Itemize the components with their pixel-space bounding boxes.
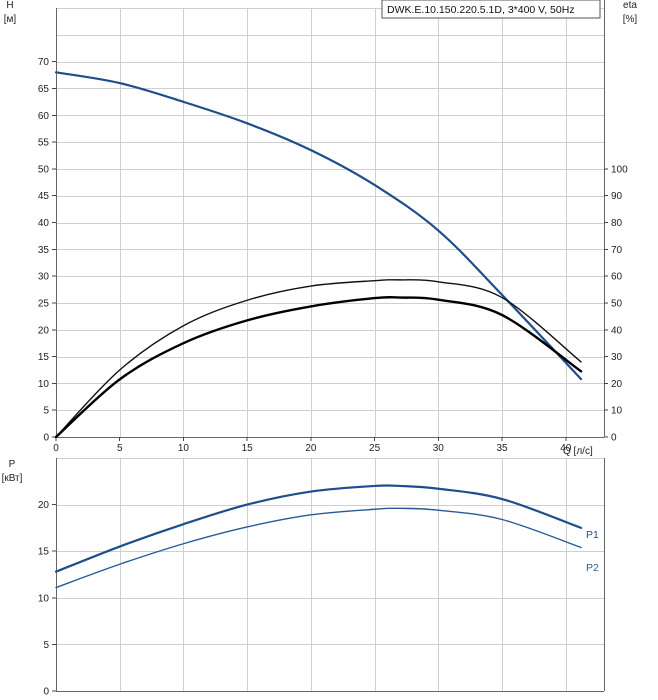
series-label-p1: P1 [586, 529, 599, 541]
y-axis-left-label-unit: [м] [4, 14, 17, 25]
y-left-tick-label: 55 [38, 138, 50, 149]
power-tick-label: 5 [43, 640, 49, 651]
power-tick-label: 0 [43, 687, 49, 698]
power-axis-label-unit: [кВт] [2, 473, 23, 484]
x-tick-label: 35 [496, 443, 508, 454]
curves [54, 71, 583, 589]
x-tick-label: 30 [433, 443, 445, 454]
top-chart-grid [56, 8, 604, 437]
x-tick-label: 10 [178, 443, 190, 454]
head-curve-h [54, 71, 583, 381]
power-curve-p1 [54, 484, 583, 573]
y-right-tick-label: 30 [611, 352, 623, 363]
y-right-tick-label: 90 [611, 191, 623, 202]
y-left-tick-label: 10 [38, 379, 50, 390]
title-box [381, 0, 601, 19]
efficiency-curve-eta-1 [55, 279, 582, 438]
y-axis-right-label-unit: [%] [623, 14, 638, 25]
power-tick-label: 10 [38, 593, 50, 604]
x-tick-label: 5 [117, 443, 123, 454]
y-left-tick-label: 5 [43, 406, 49, 417]
chart-frames [56, 0, 605, 692]
y-left-tick-label: 30 [38, 272, 50, 283]
x-tick-label: 20 [305, 443, 317, 454]
y-left-tick-label: 40 [38, 218, 50, 229]
power-tick-label: 15 [38, 547, 50, 558]
bottom-chart-grid [56, 458, 604, 691]
y-right-tick-label: 10 [611, 406, 623, 417]
y-left-tick-label: 50 [38, 164, 50, 175]
x-tick-label: 25 [369, 443, 381, 454]
y-right-tick-label: 70 [611, 245, 623, 256]
y-left-tick-label: 70 [38, 57, 50, 68]
chart-title: DWK.E.10.150.220.5.1D, 3*400 V, 50Hz [387, 4, 575, 16]
y-left-tick-label: 25 [38, 298, 50, 309]
y-right-tick-label: 80 [611, 218, 623, 229]
y-right-tick-label: 60 [611, 272, 623, 283]
y-right-tick-label: 40 [611, 325, 623, 336]
power-curve-p2 [55, 507, 582, 589]
series-label-p2: P2 [586, 562, 599, 574]
power-tick-label: 20 [38, 500, 50, 511]
efficiency-curve-eta-2 [54, 295, 583, 439]
y-left-tick-label: 65 [38, 84, 50, 95]
y-left-tick-label: 60 [38, 111, 50, 122]
y-right-tick-label: 100 [611, 164, 628, 175]
y-left-tick-label: 20 [38, 325, 50, 336]
x-tick-label: 15 [242, 443, 254, 454]
y-right-tick-label: 0 [611, 433, 617, 444]
x-tick-label: 40 [560, 443, 572, 454]
y-left-tick-label: 35 [38, 245, 50, 256]
y-right-tick-label: 20 [611, 379, 623, 390]
y-left-tick-label: 45 [38, 191, 50, 202]
x-axis-label: Q [л/с] [563, 446, 593, 457]
y-left-tick-label: 0 [43, 433, 49, 444]
y-right-tick-label: 50 [611, 298, 623, 309]
y-axis-left-label-symbol: H [6, 0, 13, 11]
tick-labels: 0 5 10 15 20 25 30 35 40051015202530354045505560… [38, 57, 628, 697]
x-tick-label: 0 [53, 443, 59, 454]
power-axis-label-symbol: P [9, 459, 16, 470]
y-axis-right-label-symbol: eta [623, 0, 637, 11]
y-left-tick-label: 15 [38, 352, 50, 363]
